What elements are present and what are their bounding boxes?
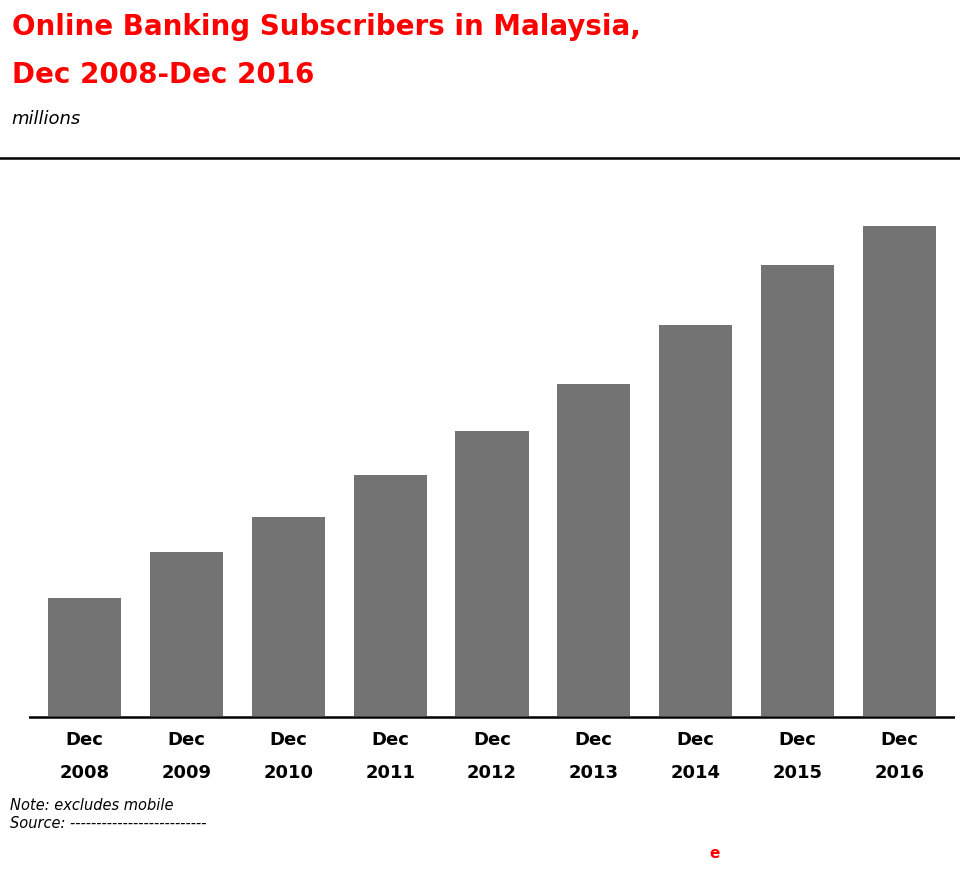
Text: www.: www. <box>667 846 708 862</box>
Text: Dec: Dec <box>575 731 612 749</box>
Text: Dec: Dec <box>168 731 205 749</box>
Text: 2011: 2011 <box>365 764 415 782</box>
Text: 2016: 2016 <box>875 764 924 782</box>
Text: Dec: Dec <box>473 731 511 749</box>
Text: 2009: 2009 <box>161 764 211 782</box>
Text: 2014: 2014 <box>671 764 721 782</box>
Bar <box>557 384 631 720</box>
Text: Source: --------------------------: Source: -------------------------- <box>10 816 206 831</box>
Text: Marketer: Marketer <box>720 846 799 862</box>
Text: .com: .com <box>802 846 839 862</box>
Text: Dec: Dec <box>372 731 409 749</box>
Text: Note: excludes mobile: Note: excludes mobile <box>10 798 173 813</box>
Text: 2010: 2010 <box>263 764 313 782</box>
Bar <box>760 265 834 720</box>
Bar <box>862 226 936 720</box>
Bar <box>252 517 325 720</box>
Bar <box>150 552 224 720</box>
Text: e: e <box>709 846 720 862</box>
Text: Dec: Dec <box>66 731 104 749</box>
Text: Dec: Dec <box>677 731 714 749</box>
Text: 2012: 2012 <box>467 764 517 782</box>
Text: 2013: 2013 <box>569 764 619 782</box>
Bar <box>659 325 732 720</box>
Text: 2008: 2008 <box>60 764 109 782</box>
Text: 224287: 224287 <box>12 847 64 861</box>
Text: Dec: Dec <box>779 731 816 749</box>
Text: Online Banking Subscribers in Malaysia,: Online Banking Subscribers in Malaysia, <box>12 13 640 41</box>
Bar <box>353 475 427 720</box>
Text: Dec: Dec <box>270 731 307 749</box>
Bar <box>48 598 121 720</box>
Bar <box>455 431 529 720</box>
Text: 2015: 2015 <box>773 764 823 782</box>
Text: Dec: Dec <box>880 731 918 749</box>
Text: Dec 2008-Dec 2016: Dec 2008-Dec 2016 <box>12 61 314 89</box>
Text: millions: millions <box>12 110 81 127</box>
